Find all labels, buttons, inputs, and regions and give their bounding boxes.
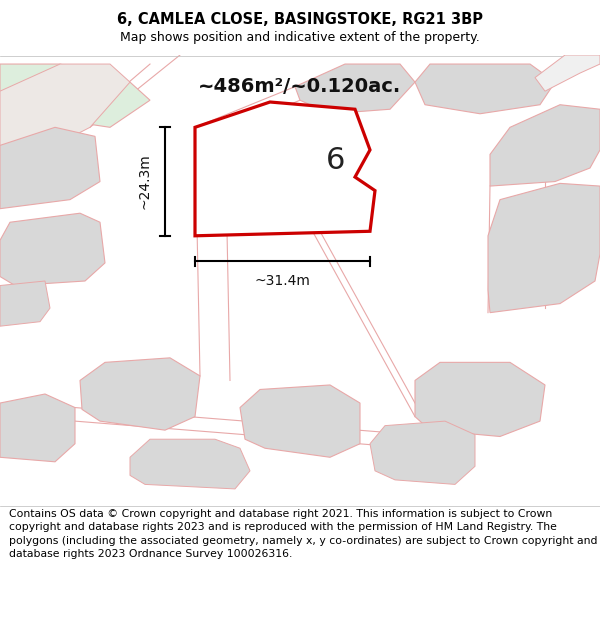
Text: Contains OS data © Crown copyright and database right 2021. This information is : Contains OS data © Crown copyright and d…	[9, 509, 598, 559]
Polygon shape	[415, 64, 555, 114]
Text: 6: 6	[326, 146, 346, 176]
Polygon shape	[370, 421, 475, 484]
Polygon shape	[0, 213, 105, 286]
Polygon shape	[0, 281, 50, 326]
Polygon shape	[240, 385, 360, 458]
Text: ~24.3m: ~24.3m	[138, 154, 152, 209]
Polygon shape	[295, 64, 415, 114]
Polygon shape	[490, 105, 600, 186]
Text: ~31.4m: ~31.4m	[254, 274, 310, 288]
Polygon shape	[195, 102, 375, 236]
Text: Map shows position and indicative extent of the property.: Map shows position and indicative extent…	[120, 31, 480, 44]
Polygon shape	[0, 64, 130, 154]
Text: ~486m²/~0.120ac.: ~486m²/~0.120ac.	[199, 77, 401, 96]
Text: 6, CAMLEA CLOSE, BASINGSTOKE, RG21 3BP: 6, CAMLEA CLOSE, BASINGSTOKE, RG21 3BP	[117, 12, 483, 27]
Polygon shape	[130, 439, 250, 489]
Polygon shape	[80, 358, 200, 430]
Polygon shape	[0, 64, 150, 127]
Polygon shape	[415, 362, 545, 436]
Polygon shape	[535, 55, 600, 91]
Polygon shape	[488, 183, 600, 312]
Polygon shape	[0, 394, 75, 462]
Polygon shape	[0, 127, 100, 209]
